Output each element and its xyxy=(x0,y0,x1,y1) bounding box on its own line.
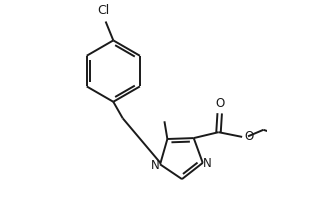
Text: O: O xyxy=(245,130,254,143)
Text: Cl: Cl xyxy=(97,4,110,17)
Text: O: O xyxy=(215,97,224,110)
Text: N: N xyxy=(151,159,160,172)
Text: N: N xyxy=(203,157,212,170)
